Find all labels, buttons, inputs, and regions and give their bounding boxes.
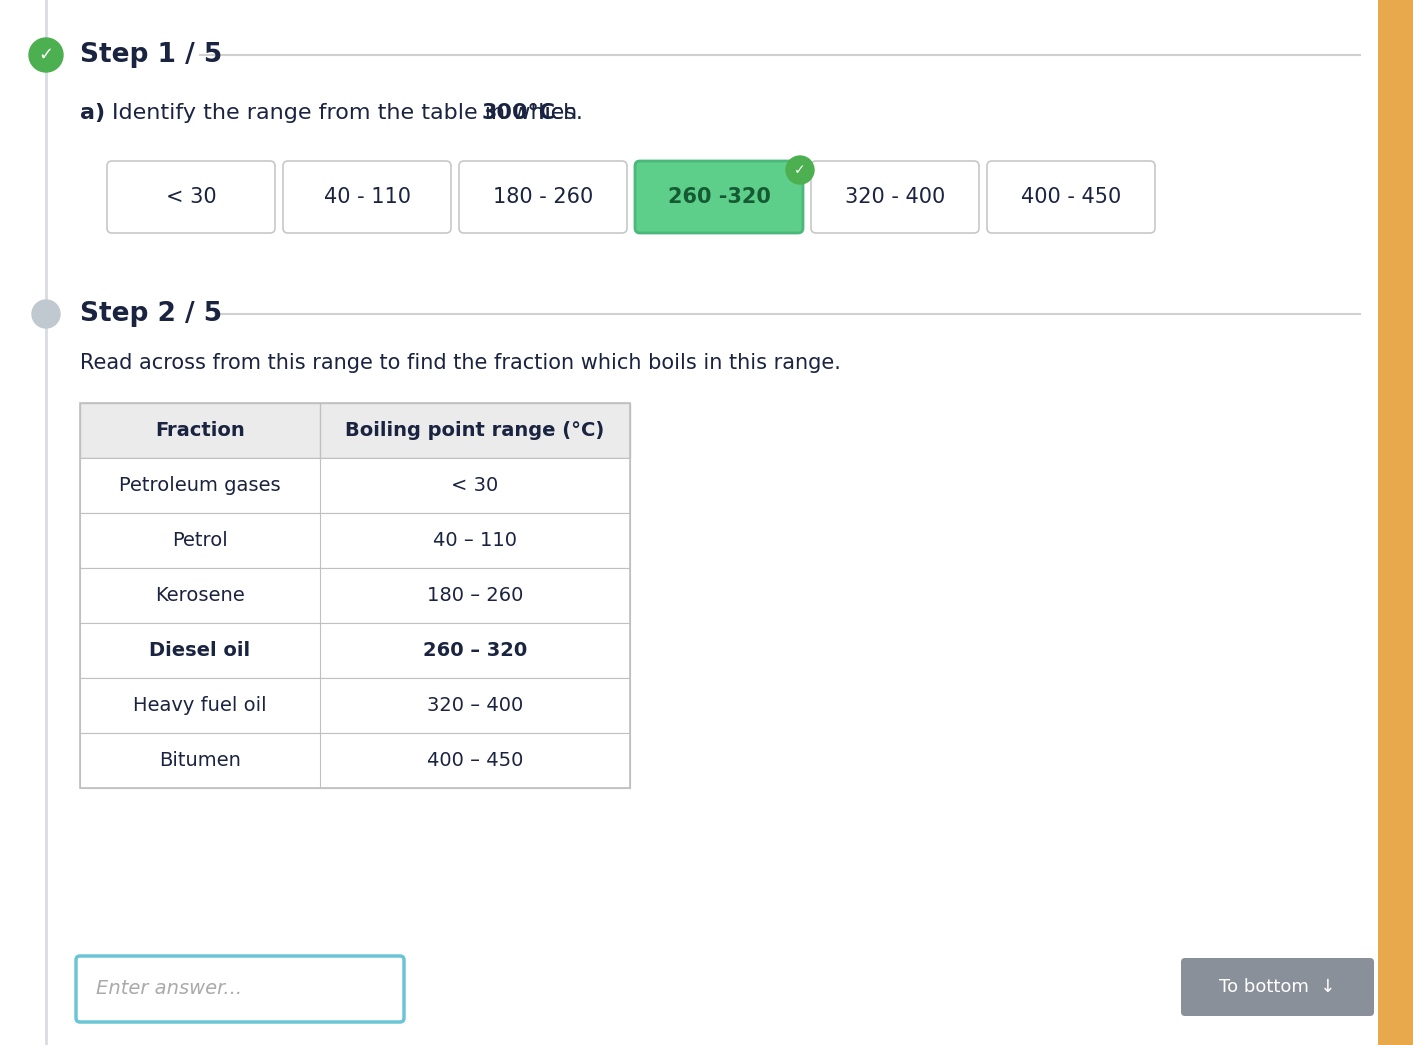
Bar — [81, 403, 630, 788]
Text: 260 -320: 260 -320 — [667, 187, 770, 207]
Text: a): a) — [81, 103, 105, 123]
Text: Identify the range from the table in which: Identify the range from the table in whi… — [112, 103, 585, 123]
Bar — [81, 733, 630, 788]
Text: 300°C: 300°C — [482, 103, 555, 123]
Text: Read across from this range to find the fraction which boils in this range.: Read across from this range to find the … — [81, 353, 841, 373]
Text: 40 - 110: 40 - 110 — [324, 187, 411, 207]
FancyBboxPatch shape — [988, 161, 1154, 233]
Circle shape — [30, 38, 64, 72]
Text: Enter answer...: Enter answer... — [96, 979, 242, 999]
Bar — [81, 678, 630, 733]
Bar — [81, 623, 630, 678]
Text: 180 - 260: 180 - 260 — [493, 187, 593, 207]
Text: 400 - 450: 400 - 450 — [1020, 187, 1121, 207]
Text: 40 – 110: 40 – 110 — [432, 531, 517, 550]
Text: 320 - 400: 320 - 400 — [845, 187, 945, 207]
Bar — [1378, 0, 1413, 1045]
Text: To bottom  ↓: To bottom ↓ — [1219, 978, 1335, 996]
Circle shape — [32, 300, 59, 328]
Text: Step 2 / 5: Step 2 / 5 — [81, 301, 222, 327]
Text: Step 1 / 5: Step 1 / 5 — [81, 42, 222, 68]
Circle shape — [786, 156, 814, 184]
Bar — [81, 513, 630, 568]
Text: Fraction: Fraction — [155, 421, 244, 440]
Text: Heavy fuel oil: Heavy fuel oil — [133, 696, 267, 715]
FancyBboxPatch shape — [459, 161, 627, 233]
Text: < 30: < 30 — [165, 187, 216, 207]
Text: Kerosene: Kerosene — [155, 586, 244, 605]
Text: ✓: ✓ — [38, 46, 54, 64]
Text: 260 – 320: 260 – 320 — [422, 641, 527, 660]
Text: Bitumen: Bitumen — [160, 751, 242, 770]
FancyBboxPatch shape — [1181, 958, 1373, 1016]
Bar — [81, 568, 630, 623]
Text: lies.: lies. — [531, 103, 582, 123]
FancyBboxPatch shape — [107, 161, 276, 233]
Text: Petroleum gases: Petroleum gases — [119, 477, 281, 495]
FancyBboxPatch shape — [76, 956, 404, 1022]
Text: ✓: ✓ — [794, 163, 805, 177]
Text: Petrol: Petrol — [172, 531, 227, 550]
Bar — [81, 403, 630, 458]
FancyBboxPatch shape — [811, 161, 979, 233]
Bar — [81, 458, 630, 513]
Text: 180 – 260: 180 – 260 — [427, 586, 523, 605]
Text: Diesel oil: Diesel oil — [150, 641, 250, 660]
Text: < 30: < 30 — [451, 477, 499, 495]
FancyBboxPatch shape — [283, 161, 451, 233]
Text: Boiling point range (°C): Boiling point range (°C) — [345, 421, 605, 440]
FancyBboxPatch shape — [634, 161, 803, 233]
Text: 320 – 400: 320 – 400 — [427, 696, 523, 715]
Text: 400 – 450: 400 – 450 — [427, 751, 523, 770]
